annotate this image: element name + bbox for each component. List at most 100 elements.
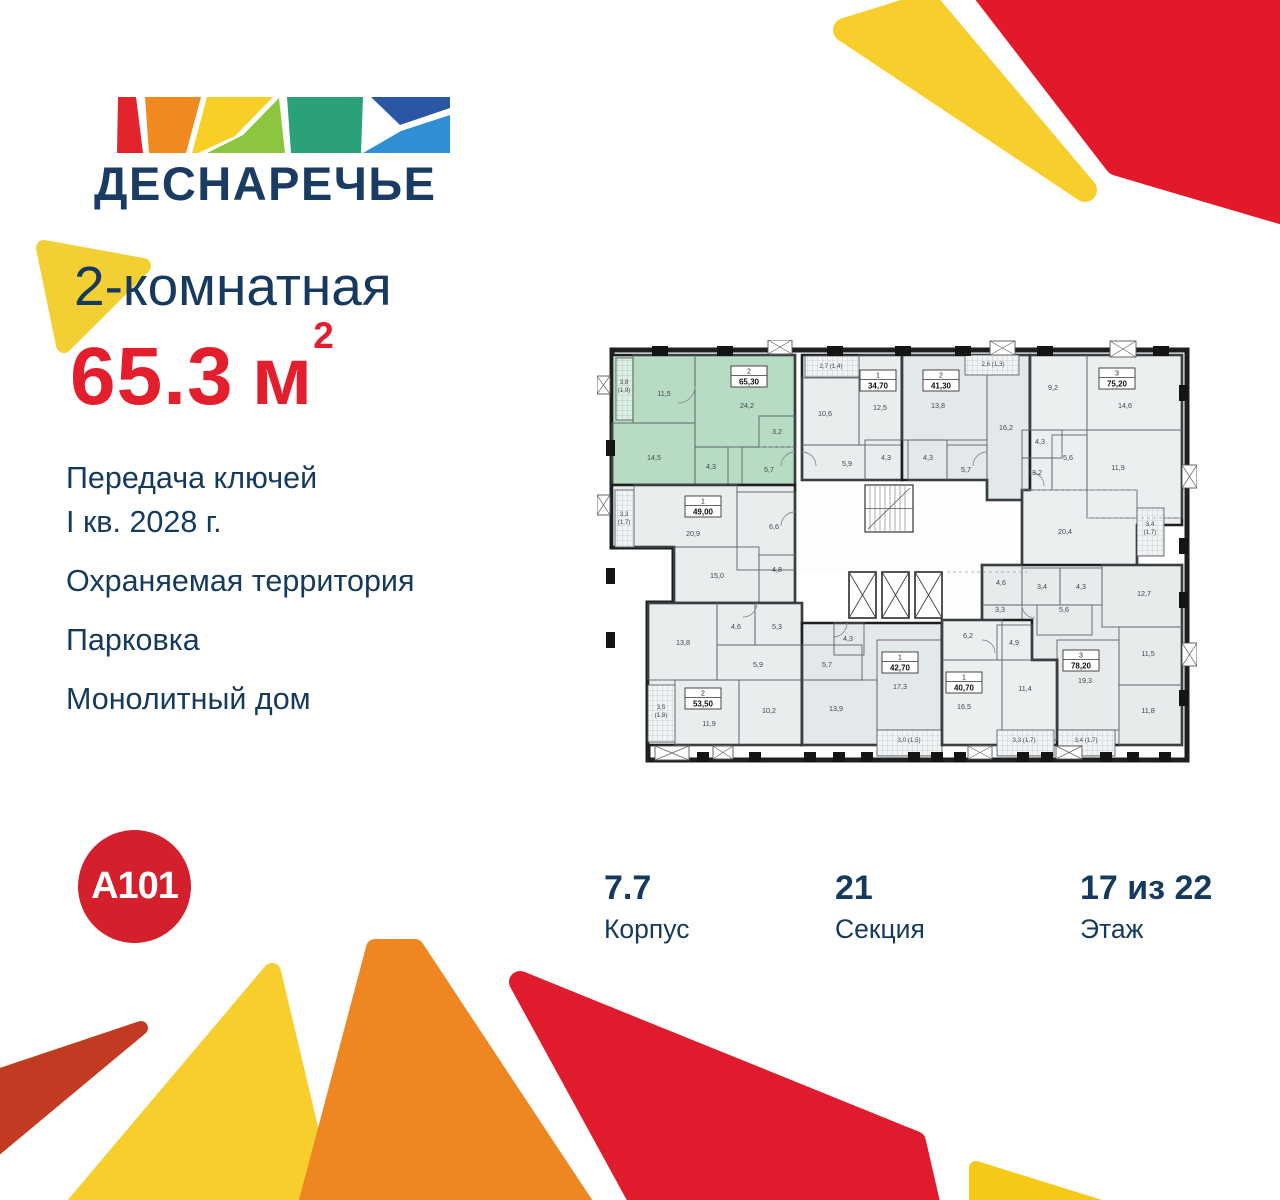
svg-text:(1,7): (1,7) xyxy=(618,519,631,526)
svg-text:4,6: 4,6 xyxy=(731,622,741,631)
svg-text:13,8: 13,8 xyxy=(676,638,690,647)
decor-bottom-yellow-triangle xyxy=(67,963,336,1200)
svg-text:4,3: 4,3 xyxy=(706,462,716,471)
balcony-marker xyxy=(1055,745,1083,760)
decor-left-yellow-triangle xyxy=(36,240,151,353)
apartment-label xyxy=(922,369,960,392)
svg-text:5,3: 5,3 xyxy=(772,622,782,631)
apartment-label xyxy=(859,369,897,392)
svg-text:78,20: 78,20 xyxy=(1071,662,1092,671)
feature-item: Охраняемая территория xyxy=(66,564,415,598)
svg-text:40,70: 40,70 xyxy=(954,684,975,693)
apartment-unit xyxy=(800,621,944,747)
balcony-marker xyxy=(1181,464,1197,489)
svg-text:13,9: 13,9 xyxy=(829,704,843,713)
balcony-marker xyxy=(597,494,611,516)
desnarechye-logo-icon xyxy=(117,97,450,153)
svg-text:65,30: 65,30 xyxy=(739,378,760,387)
svg-text:14,5: 14,5 xyxy=(647,453,661,462)
detail-building: 7.7 Корпус xyxy=(604,869,689,945)
svg-text:2,7 (1,4): 2,7 (1,4) xyxy=(819,363,842,370)
svg-text:1: 1 xyxy=(876,373,880,380)
svg-text:2: 2 xyxy=(747,369,751,376)
elevator-shaft xyxy=(914,571,943,619)
svg-text:11,9: 11,9 xyxy=(702,719,715,728)
svg-text:3,4: 3,4 xyxy=(1146,521,1155,528)
detail-section: 21 Секция xyxy=(835,869,925,945)
svg-text:16,5: 16,5 xyxy=(957,702,971,711)
svg-text:3,0 (1,5): 3,0 (1,5) xyxy=(897,737,920,744)
balcony-marker xyxy=(1181,642,1197,667)
section-label: Секция xyxy=(835,914,925,944)
svg-text:15,0: 15,0 xyxy=(710,571,724,580)
svg-text:11,5: 11,5 xyxy=(657,389,670,398)
svg-text:3,2: 3,2 xyxy=(772,427,782,436)
decor-top-right-red xyxy=(975,0,1280,225)
svg-text:(1,8): (1,8) xyxy=(655,712,668,719)
apartment-label xyxy=(881,651,919,674)
svg-text:3,3: 3,3 xyxy=(995,605,1005,614)
svg-text:20,4: 20,4 xyxy=(1058,527,1072,536)
svg-text:3,4 (1,7): 3,4 (1,7) xyxy=(1074,737,1097,744)
svg-text:4,6: 4,6 xyxy=(996,578,1006,587)
area-value: 65.3 xyxy=(70,331,234,422)
svg-text:4,3: 4,3 xyxy=(1076,582,1086,591)
apartment-label xyxy=(684,495,722,518)
svg-text:3: 3 xyxy=(1079,653,1083,660)
rooms-count-title: 2-комнатная xyxy=(74,255,392,317)
svg-text:3,2: 3,2 xyxy=(1032,468,1042,477)
balcony-marker xyxy=(967,745,993,760)
apartment-label xyxy=(1062,649,1100,672)
project-name: ДЕСНАРЕЧЬЕ xyxy=(94,157,437,210)
svg-text:4,3: 4,3 xyxy=(843,634,853,643)
elevator-shaft xyxy=(881,571,910,619)
balcony-marker xyxy=(712,745,734,760)
balcony-marker xyxy=(767,340,793,355)
svg-text:41,30: 41,30 xyxy=(931,382,952,391)
svg-text:5,9: 5,9 xyxy=(842,459,852,468)
svg-text:5,6: 5,6 xyxy=(1059,605,1069,614)
building-label: Корпус xyxy=(604,914,690,944)
apartment-label xyxy=(1098,367,1136,390)
a101-logo-text: А101 xyxy=(91,865,179,907)
feature-item: Парковка xyxy=(66,623,200,657)
section-value: 21 xyxy=(835,869,873,907)
balcony-marker xyxy=(989,340,1016,356)
svg-text:11,8: 11,8 xyxy=(1141,706,1154,715)
svg-text:20,9: 20,9 xyxy=(686,529,700,538)
svg-text:24,2: 24,2 xyxy=(740,401,754,410)
svg-text:2,6 (1,3): 2,6 (1,3) xyxy=(981,361,1004,368)
svg-text:14,6: 14,6 xyxy=(1118,401,1132,410)
svg-text:1: 1 xyxy=(898,655,902,662)
svg-text:42,70: 42,70 xyxy=(890,664,911,673)
svg-text:75,20: 75,20 xyxy=(1107,380,1128,389)
apartment-area: 65.3 м2 xyxy=(70,315,335,424)
balcony-marker xyxy=(1109,340,1137,358)
svg-text:11,5: 11,5 xyxy=(1141,649,1154,658)
svg-text:5,6: 5,6 xyxy=(1063,453,1073,462)
svg-text:2: 2 xyxy=(939,373,943,380)
svg-text:4,3: 4,3 xyxy=(923,453,933,462)
svg-text:1: 1 xyxy=(701,499,705,506)
svg-text:(1,9): (1,9) xyxy=(618,387,631,394)
svg-text:12,7: 12,7 xyxy=(1137,589,1151,598)
svg-text:11,4: 11,4 xyxy=(1018,684,1031,693)
svg-text:(1,7): (1,7) xyxy=(1144,529,1157,536)
feature-item: Монолитный дом xyxy=(66,682,311,716)
features-list: Передача ключей I кв. 2028 г. Охраняемая т… xyxy=(66,456,414,736)
decor-bottom-red-polygon xyxy=(509,971,940,1200)
svg-text:49,00: 49,00 xyxy=(693,508,714,517)
a101-developer-logo: А101 xyxy=(78,830,191,943)
floor-plan: 11,5 24,2 3,2 14,5 4,3 5,7 3,8(1,9) 2 65,30 20,9 6… xyxy=(597,340,1197,763)
feature-item: Передача ключей I кв. 2028 г. xyxy=(66,461,318,539)
svg-text:3,8: 3,8 xyxy=(620,379,629,386)
svg-text:4,3: 4,3 xyxy=(1035,437,1045,446)
svg-text:34,70: 34,70 xyxy=(868,382,889,391)
apartment-label xyxy=(730,365,768,388)
svg-text:3: 3 xyxy=(1115,371,1119,378)
decor-bottom-small-yellow xyxy=(969,1161,1103,1200)
svg-text:6,6: 6,6 xyxy=(769,522,779,531)
decor-bottom-orange-triangle xyxy=(298,939,593,1200)
detail-floor: 17 из 22 Этаж xyxy=(1080,869,1212,945)
apartment-label xyxy=(684,687,722,710)
